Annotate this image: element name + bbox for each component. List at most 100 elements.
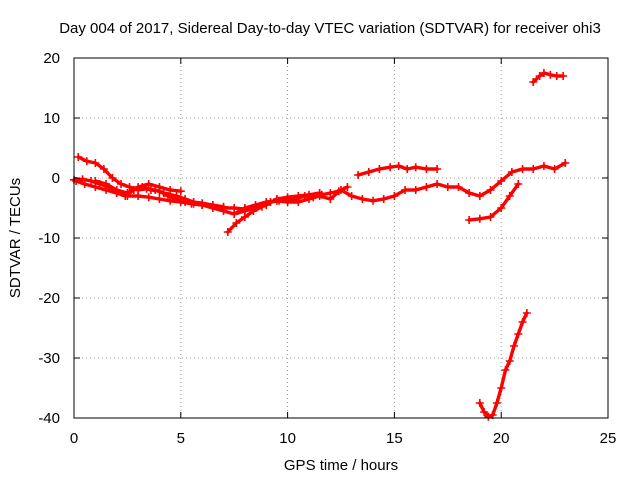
x-axis-label: GPS time / hours	[284, 457, 398, 474]
data-point	[91, 177, 100, 185]
data-point	[283, 193, 292, 202]
series-arc-10	[475, 309, 531, 421]
data-point	[364, 168, 373, 176]
data-point	[125, 183, 134, 191]
data-point	[123, 189, 132, 197]
data-point	[176, 187, 185, 196]
data-point	[116, 180, 125, 188]
axis-ticks: 0 5 10 15 20 25 -40 -30 -20 -10 0 10 20	[38, 50, 616, 447]
data-point	[546, 70, 555, 79]
grid-lines	[74, 58, 608, 418]
data-point	[166, 186, 175, 194]
data-point	[334, 187, 343, 196]
y-tick-label: -40	[38, 410, 60, 427]
x-tick-label: 20	[493, 430, 510, 447]
data-point	[134, 183, 143, 191]
data-point	[155, 183, 164, 191]
data-point	[262, 201, 271, 209]
data-point	[232, 219, 241, 227]
data-point	[112, 186, 121, 194]
series-arc-11	[529, 69, 568, 86]
data-point	[510, 342, 519, 350]
data-point	[422, 165, 431, 173]
data-series-layer	[70, 69, 570, 421]
data-point	[465, 189, 474, 197]
data-point	[172, 195, 181, 203]
data-point	[78, 175, 87, 184]
data-point	[102, 180, 111, 188]
x-tick-label: 10	[279, 430, 296, 447]
data-point	[484, 412, 493, 421]
data-point	[181, 198, 190, 206]
series-arc-8	[354, 162, 442, 179]
data-point	[535, 72, 544, 80]
data-point	[433, 165, 442, 173]
data-point	[272, 195, 281, 203]
data-point	[198, 201, 207, 209]
y-tick-label: -10	[38, 230, 60, 247]
data-point	[189, 199, 198, 208]
data-point	[507, 168, 516, 176]
data-point	[208, 204, 217, 212]
data-point	[475, 192, 484, 200]
data-point	[539, 69, 548, 77]
data-point	[369, 196, 378, 205]
data-point	[422, 183, 431, 191]
y-tick-label: 20	[43, 50, 60, 67]
series-arc-7	[230, 189, 324, 218]
data-point	[347, 192, 356, 200]
data-point	[561, 159, 570, 167]
data-point	[379, 195, 388, 203]
data-point	[514, 330, 523, 338]
series-arc-4	[91, 177, 185, 197]
data-point	[501, 366, 510, 374]
data-point	[486, 186, 495, 194]
data-point	[386, 163, 395, 172]
x-tick-label: 5	[177, 430, 185, 447]
data-point	[219, 207, 228, 215]
x-tick-label: 15	[386, 430, 403, 447]
data-point	[454, 183, 463, 191]
data-point	[529, 165, 538, 173]
data-point	[91, 159, 100, 167]
data-point	[497, 177, 506, 185]
data-point	[163, 192, 172, 200]
data-point	[390, 192, 399, 200]
data-point	[480, 408, 489, 416]
data-point	[401, 186, 410, 194]
y-tick-label: 10	[43, 110, 60, 127]
data-point	[403, 165, 412, 173]
x-tick-label: 25	[600, 430, 617, 447]
data-point	[486, 213, 495, 221]
data-point	[539, 162, 548, 170]
data-point	[514, 180, 523, 188]
data-point	[497, 384, 506, 392]
data-point	[74, 153, 83, 161]
chart-title: Day 004 of 2017, Sidereal Day-to-day VTE…	[59, 20, 601, 37]
series-arc-9	[465, 180, 523, 224]
data-point	[411, 163, 420, 172]
data-point	[475, 214, 484, 223]
data-point	[497, 204, 506, 212]
data-point	[375, 165, 384, 173]
data-point	[108, 174, 117, 182]
data-point	[144, 180, 153, 188]
data-point	[433, 180, 442, 188]
data-point	[144, 193, 153, 202]
data-point	[223, 228, 232, 236]
data-point	[559, 72, 568, 80]
data-point	[529, 78, 538, 86]
data-point	[550, 165, 559, 173]
data-point	[465, 216, 474, 224]
data-point	[326, 189, 335, 197]
data-point	[518, 165, 527, 173]
data-point	[99, 165, 108, 173]
data-point	[358, 195, 367, 203]
data-point	[230, 210, 239, 218]
data-point	[505, 357, 514, 365]
data-point	[315, 189, 324, 197]
data-point	[82, 157, 91, 166]
y-axis-label: SDTVAR / TECUs	[7, 178, 24, 298]
data-point	[394, 162, 403, 170]
